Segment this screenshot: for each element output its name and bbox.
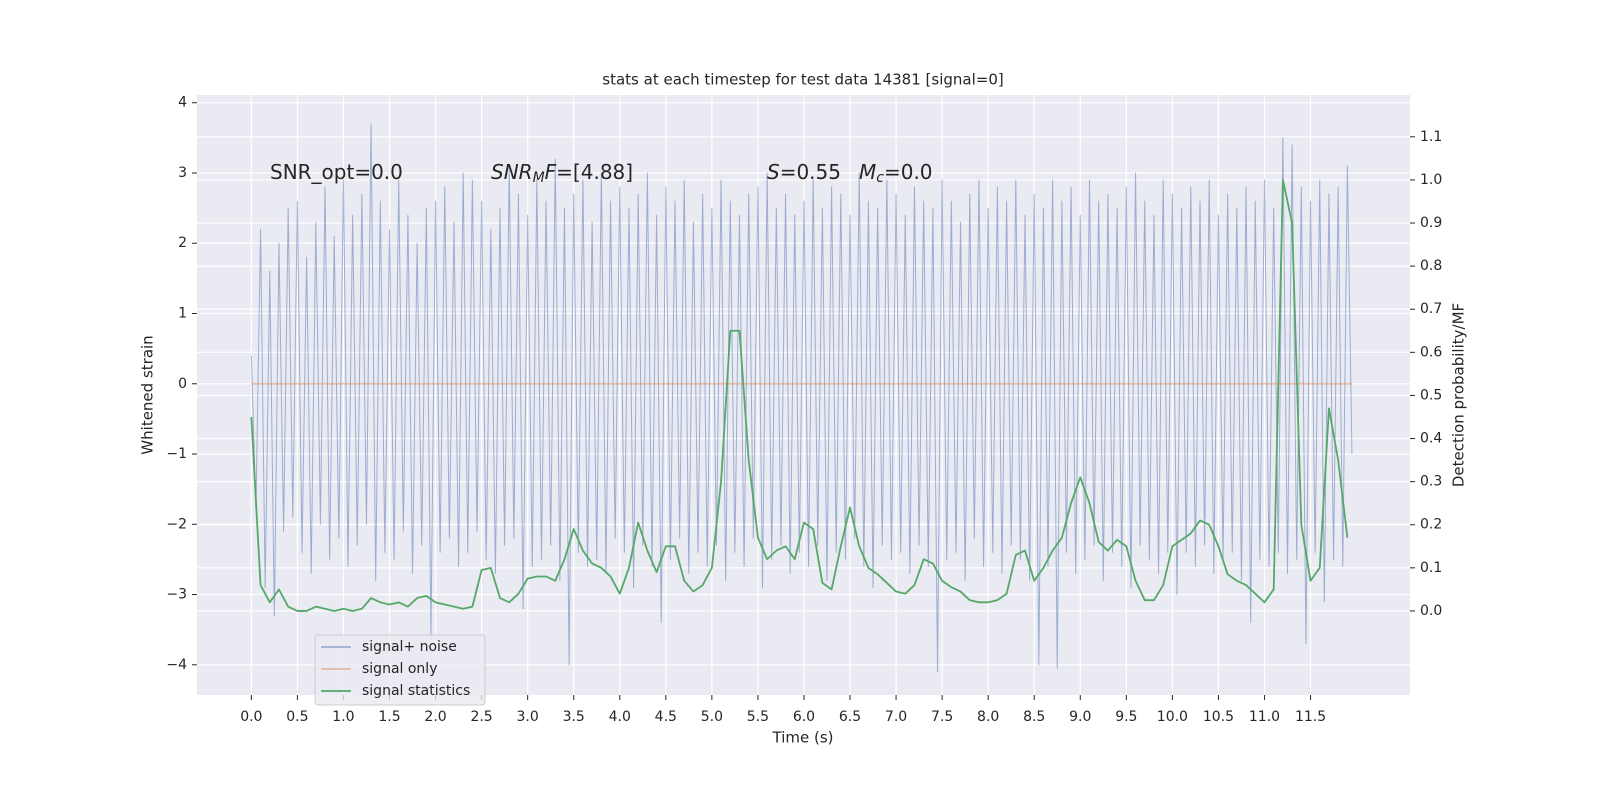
x-tick-label: 7.5 (931, 709, 953, 725)
y-tick-label: −2 (166, 516, 187, 532)
y2-tick-label: 0.2 (1420, 517, 1442, 533)
y2-tick-label: 1.0 (1420, 172, 1442, 188)
series-line (250, 179, 1349, 612)
x-tick-label: 6.5 (839, 709, 861, 725)
x-axis-label: Time (s) (772, 729, 834, 747)
x-tick-label: 7.0 (885, 709, 907, 725)
chart-title: stats at each timestep for test data 143… (602, 71, 1003, 89)
annotation-part: F (545, 160, 557, 184)
x-tick-label: 0.0 (240, 709, 262, 725)
annotation: SNR_opt=0.0 (270, 160, 403, 184)
x-tick-label: 5.5 (747, 709, 769, 725)
annotation-part: c (876, 170, 884, 186)
x-tick-label: 9.0 (1069, 709, 1091, 725)
y2-tick-label: 0.7 (1420, 301, 1442, 317)
x-tick-label: 11.5 (1295, 709, 1326, 725)
x-tick-label: 6.0 (793, 709, 815, 725)
y-tick-label: 4 (178, 95, 187, 111)
labels: 0.0 0.5 1.0 1.5 2.0 2.5 3.0 3.5 4.0 4.5 5.0 5.5 6.0 6… (166, 95, 1442, 725)
annotation-part: SNR (491, 160, 533, 184)
x-tick-label: 0.5 (286, 709, 308, 725)
annotation-part: SNR_opt=0.0 (270, 160, 403, 184)
y2-tick-label: 0.5 (1420, 387, 1442, 403)
x-tick-label: 2.5 (470, 709, 492, 725)
x-tick-label: 3.0 (517, 709, 539, 725)
y-tick-label: 3 (178, 165, 187, 181)
legend-label: signal statistics (362, 683, 470, 699)
y-axis-label: Whitened strain (139, 335, 157, 454)
x-tick-label: 8.0 (977, 709, 999, 725)
y2-tick-label: 0.1 (1420, 560, 1442, 576)
annotation: SNRMF=[4.88] (491, 160, 633, 187)
annotation-part: =0.0 (884, 160, 933, 184)
x-tick-label: 1.0 (332, 709, 354, 725)
annotation: Mc=0.0 (859, 160, 933, 187)
y2-tick-label: 0.4 (1420, 431, 1442, 447)
data (250, 123, 1353, 673)
x-tick-label: 4.5 (655, 709, 677, 725)
y-tick-label: −1 (166, 446, 187, 462)
x-tick-label: 3.5 (563, 709, 585, 725)
y2-tick-label: 0.0 (1420, 603, 1442, 619)
annotation-part: S (767, 160, 780, 184)
y-tick-label: 1 (178, 306, 187, 322)
y2-tick-label: 0.3 (1420, 474, 1442, 490)
annotation-part: =[4.88] (556, 160, 633, 184)
y-tick-label: −4 (166, 657, 187, 673)
x-tick-label: 11.0 (1249, 709, 1280, 725)
y2-axis-label: Detection probability/MF (1450, 303, 1468, 487)
x-tick-label: 9.5 (1115, 709, 1137, 725)
y2-tick-label: 0.8 (1420, 258, 1442, 274)
annotation: S=0.55 (767, 160, 841, 184)
legend-label: signal only (362, 661, 437, 677)
annotation-part: =0.55 (780, 160, 841, 184)
annotation-part: M (859, 160, 876, 184)
x-tick-label: 10.5 (1203, 709, 1234, 725)
series-line (250, 123, 1353, 673)
y-tick-label: 0 (178, 376, 187, 392)
x-tick-label: 1.5 (378, 709, 400, 725)
y2-tick-label: 0.9 (1420, 215, 1442, 231)
legend-label: signal+ noise (362, 639, 457, 655)
legend-box (314, 634, 486, 706)
y-tick-label: −3 (166, 587, 187, 603)
x-tick-label: 8.5 (1023, 709, 1045, 725)
x-tick-label: 5.0 (701, 709, 723, 725)
y-tick-label: 2 (178, 235, 187, 251)
annotation-part: M (533, 170, 545, 186)
y2-tick-label: 1.1 (1420, 129, 1442, 145)
y2-tick-label: 0.6 (1420, 344, 1442, 360)
x-tick-label: 10.0 (1157, 709, 1188, 725)
x-tick-label: 2.0 (424, 709, 446, 725)
x-tick-label: 4.0 (609, 709, 631, 725)
